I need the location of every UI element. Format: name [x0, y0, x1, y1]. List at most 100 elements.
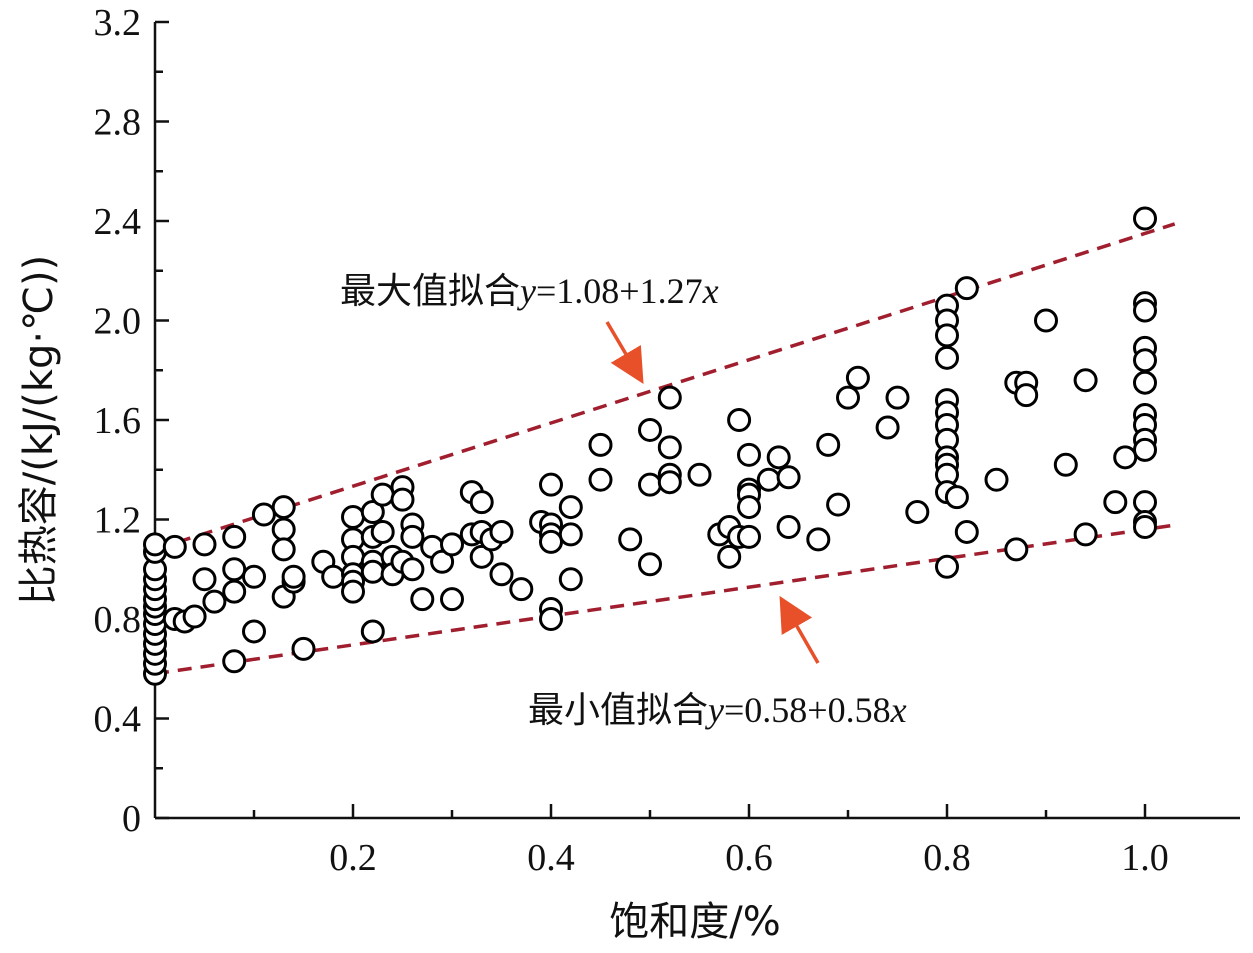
max-fit-arrow	[605, 321, 644, 385]
y-tick-label: 0	[122, 798, 141, 840]
data-point	[192, 567, 217, 592]
data-point	[816, 432, 841, 457]
data-point	[321, 564, 346, 589]
data-point	[1034, 308, 1058, 333]
x-tick-label: 0.4	[527, 837, 575, 879]
data-point	[370, 482, 395, 507]
data-point	[766, 445, 791, 470]
data-point	[400, 524, 425, 549]
data-point	[360, 500, 385, 525]
data-point	[430, 549, 455, 574]
y-tick-label: 2.4	[94, 201, 142, 243]
data-point	[1133, 348, 1157, 373]
y-tick-label: 3.2	[94, 2, 142, 44]
data-point	[836, 385, 860, 410]
data-point	[509, 577, 534, 602]
data-point	[737, 442, 761, 467]
data-point	[143, 532, 167, 557]
data-point	[806, 527, 831, 552]
data-point	[776, 465, 801, 490]
data-point	[440, 587, 464, 612]
data-point	[341, 579, 365, 604]
data-point	[281, 564, 306, 589]
data-point	[935, 323, 959, 348]
data-point	[242, 564, 266, 589]
data-point	[222, 579, 247, 604]
data-point	[222, 524, 247, 549]
data-point	[539, 529, 563, 554]
x-tick-label: 0.6	[725, 837, 773, 879]
min-fit-arrow	[779, 595, 820, 664]
y-tick-label: 2.0	[94, 301, 142, 343]
data-point	[1133, 370, 1157, 395]
data-point	[390, 487, 415, 512]
data-point	[1133, 206, 1157, 231]
data-point	[588, 432, 613, 457]
data-point	[618, 527, 643, 552]
data-point	[737, 495, 761, 520]
data-point	[588, 467, 613, 492]
data-point	[1133, 490, 1157, 515]
data-point	[489, 519, 514, 544]
data-point	[222, 557, 247, 582]
data-point	[558, 522, 583, 547]
data-point	[638, 552, 662, 577]
data-point	[935, 554, 959, 579]
data-point	[1133, 437, 1157, 462]
data-point	[410, 587, 435, 612]
y-tick-label: 1.2	[94, 500, 142, 542]
data-point	[251, 502, 276, 527]
data-point	[440, 532, 464, 557]
data-point	[657, 385, 682, 410]
x-axis-title: 饱和度/%	[609, 899, 780, 945]
data-point	[162, 534, 187, 559]
data-point	[400, 557, 425, 582]
data-point	[657, 435, 682, 460]
data-point	[885, 385, 910, 410]
data-point	[271, 495, 296, 520]
data-point	[370, 519, 395, 544]
data-point	[360, 559, 385, 584]
x-tick-label: 0.8	[923, 837, 971, 879]
data-point	[182, 604, 207, 629]
data-point	[291, 636, 316, 661]
data-point	[1073, 522, 1098, 547]
y-tick-label: 0.8	[94, 599, 142, 641]
data-point	[875, 415, 900, 440]
data-point	[687, 462, 712, 487]
data-point	[202, 589, 227, 614]
data-point	[1133, 298, 1157, 323]
data-point	[469, 544, 494, 569]
data-point	[489, 562, 514, 587]
data-point	[776, 514, 801, 539]
data-point	[1133, 514, 1157, 539]
max-fit-label: 最大值拟合y=1.08+1.27x	[340, 271, 719, 312]
data-point	[1053, 452, 1078, 477]
data-points	[143, 206, 1157, 686]
data-point	[1014, 383, 1039, 408]
data-point	[360, 619, 385, 644]
data-point	[192, 532, 217, 557]
y-tick-label: 0.4	[94, 699, 142, 741]
annotations: 最大值拟合y=1.08+1.27x 最小值拟合y=0.58+0.58x	[340, 271, 907, 731]
data-point	[222, 649, 247, 674]
data-point	[271, 537, 296, 562]
data-point	[341, 505, 365, 530]
data-point	[469, 490, 494, 515]
x-tick-label: 0.2	[329, 837, 377, 879]
y-tick-label: 2.8	[94, 102, 142, 144]
data-point	[638, 417, 662, 442]
data-point	[717, 544, 742, 569]
data-point	[539, 607, 563, 631]
data-point	[905, 500, 930, 525]
data-point	[944, 485, 969, 510]
data-point	[1004, 537, 1029, 562]
x-tick-label: 1.0	[1121, 837, 1169, 879]
data-point	[638, 472, 662, 497]
y-tick-label: 1.6	[94, 400, 142, 442]
data-point	[845, 365, 870, 390]
axes: 0 0.4 0.8 1.2 1.6 2.0 2.4 2.8 3.2 0.2 0.4 0.6 0.8 1.0	[94, 2, 1240, 879]
data-point	[558, 495, 583, 520]
data-point	[727, 408, 752, 432]
